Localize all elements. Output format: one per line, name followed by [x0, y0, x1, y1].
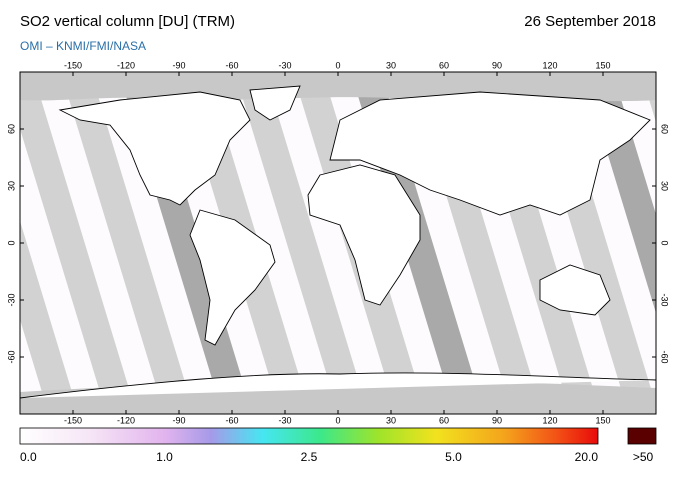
- lat-tick-label-left: 0: [6, 240, 16, 245]
- lon-tick-label-bottom: -150: [64, 415, 82, 425]
- lat-tick-label-right: 30: [660, 181, 670, 191]
- lon-tick-label-bottom: 150: [595, 415, 610, 425]
- lon-tick-label-top: 60: [439, 60, 449, 70]
- swath: [20, 96, 130, 392]
- lon-tick-label-bottom: 120: [542, 415, 557, 425]
- lon-tick-label-bottom: 0: [335, 415, 340, 425]
- map: [20, 72, 656, 414]
- lon-tick-label-top: 30: [386, 60, 396, 70]
- lon-tick-label-bottom: 60: [439, 415, 449, 425]
- lon-tick-label-bottom: -120: [117, 415, 135, 425]
- lat-tick-label-left: -60: [6, 350, 16, 363]
- lat-tick-label-left: 60: [6, 124, 16, 134]
- lat-tick-label-left: 30: [6, 181, 16, 191]
- lon-tick-label-top: 0: [335, 60, 340, 70]
- colorbar-label: 2.5: [301, 450, 318, 464]
- source: OMI – KNMI/FMI/NASA: [20, 39, 146, 53]
- colorbar-label: 0.0: [20, 450, 37, 464]
- lon-tick-label-top: 150: [595, 60, 610, 70]
- north-polar-gap: [20, 72, 656, 102]
- australia: [539, 264, 611, 316]
- south-america: [189, 209, 276, 346]
- lon-tick-label-bottom: -30: [278, 415, 291, 425]
- colorbar-label: 5.0: [445, 450, 462, 464]
- swath: [648, 96, 656, 123]
- lon-tick-label-top: -60: [225, 60, 238, 70]
- lon-tick-label-top: -30: [278, 60, 291, 70]
- swath: [68, 96, 188, 392]
- lon-tick-label-top: -120: [117, 60, 135, 70]
- swath: [242, 96, 362, 392]
- lat-tick-label-right: 60: [660, 124, 670, 134]
- africa: [307, 164, 421, 306]
- swath: [20, 220, 72, 392]
- colorbar-label: 1.0: [156, 450, 173, 464]
- north-america: [58, 91, 251, 206]
- colorbar-label: 20.0: [575, 450, 599, 464]
- title: SO2 vertical column [DU] (TRM): [20, 13, 235, 30]
- lat-tick-label-right: 0: [660, 240, 670, 245]
- lat-tick-label-right: -30: [660, 293, 670, 306]
- lon-tick-label-bottom: 30: [386, 415, 396, 425]
- antarctica: [20, 372, 656, 399]
- lon-tick-label-top: -150: [64, 60, 82, 70]
- lon-tick-label-top: 120: [542, 60, 557, 70]
- lon-tick-label-bottom: -90: [172, 415, 185, 425]
- colorbar: [19, 427, 599, 445]
- date: 26 September 2018: [524, 13, 656, 30]
- colorbar-overflow-label: >50: [633, 450, 654, 464]
- lon-tick-label-bottom: 90: [492, 415, 502, 425]
- colorbar-overflow: [627, 427, 657, 445]
- lat-tick-label-left: -30: [6, 293, 16, 306]
- coastlines: [20, 85, 656, 399]
- lon-tick-label-top: 90: [492, 60, 502, 70]
- greenland: [249, 85, 301, 121]
- eurasia: [329, 91, 651, 216]
- lon-tick-label-top: -90: [172, 60, 185, 70]
- lon-tick-label-bottom: -60: [225, 415, 238, 425]
- lat-tick-label-right: -60: [660, 350, 670, 363]
